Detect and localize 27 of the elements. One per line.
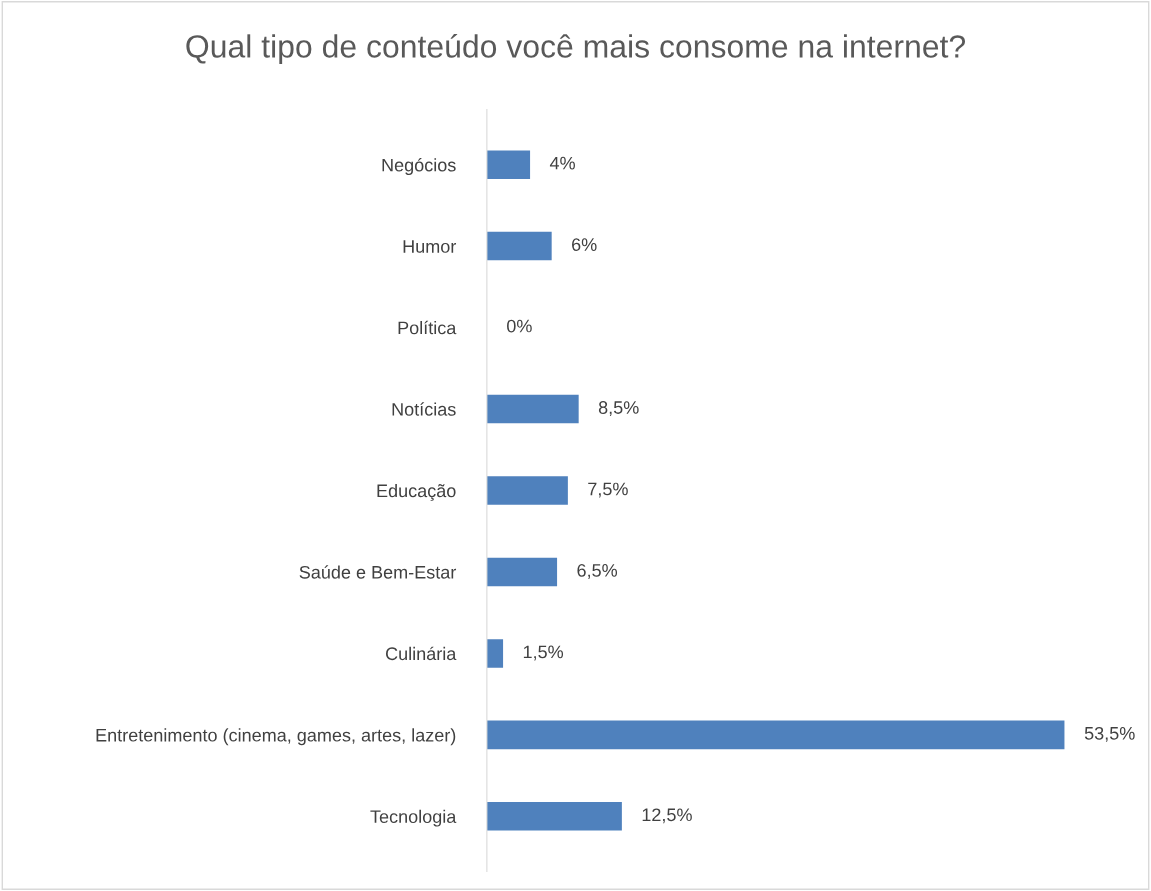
y-tick-label: Humor	[403, 240, 457, 253]
y-tick-label: Educação	[377, 483, 456, 501]
y-tick-label: Entretenimento (cinema, games, artes, lazer)	[96, 728, 456, 746]
y-tick-label: Notícias	[392, 402, 456, 416]
data-label: 6%	[572, 238, 597, 251]
y-tick-label: Política	[398, 320, 457, 335]
bar	[486, 802, 622, 831]
bar	[486, 150, 531, 179]
y-tick-label: Tecnologia	[370, 809, 457, 827]
bar	[486, 557, 558, 587]
bar	[486, 639, 504, 668]
y-tick-label: Saúde e Bem-Estar	[299, 565, 457, 579]
data-label: 4%	[549, 156, 575, 170]
data-label: 8,5%	[598, 401, 639, 417]
data-label: 0%	[507, 319, 532, 333]
chart-title: Qual tipo de conteúdo você mais consome na internet?	[186, 33, 966, 65]
data-label: 6,5%	[577, 564, 618, 579]
bar	[486, 231, 552, 261]
bar	[486, 476, 568, 505]
y-tick-label: Negócios	[382, 158, 456, 176]
bar	[486, 394, 579, 424]
bar	[486, 720, 1065, 750]
y-tick-label: Culinária	[385, 646, 457, 661]
data-label: 1,5%	[523, 645, 564, 661]
data-label: 7,5%	[588, 482, 628, 498]
data-label: 53,5%	[1084, 726, 1135, 742]
data-label: 12,5%	[642, 808, 692, 824]
